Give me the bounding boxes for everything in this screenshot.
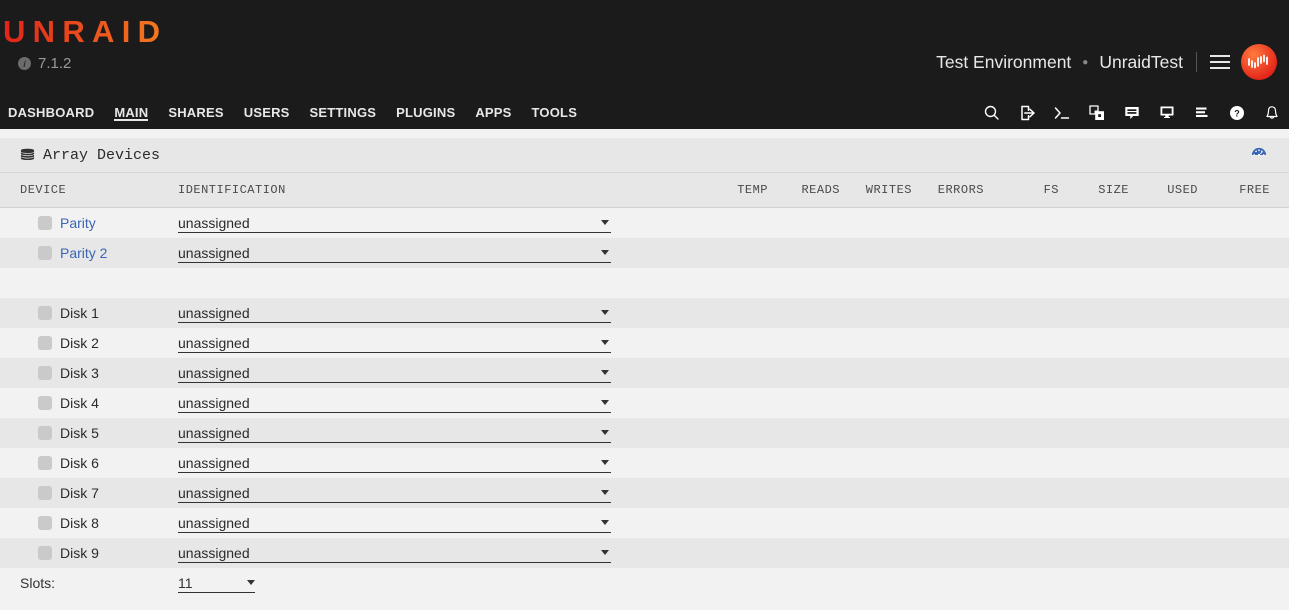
svg-text:?: ? [1234,108,1240,118]
